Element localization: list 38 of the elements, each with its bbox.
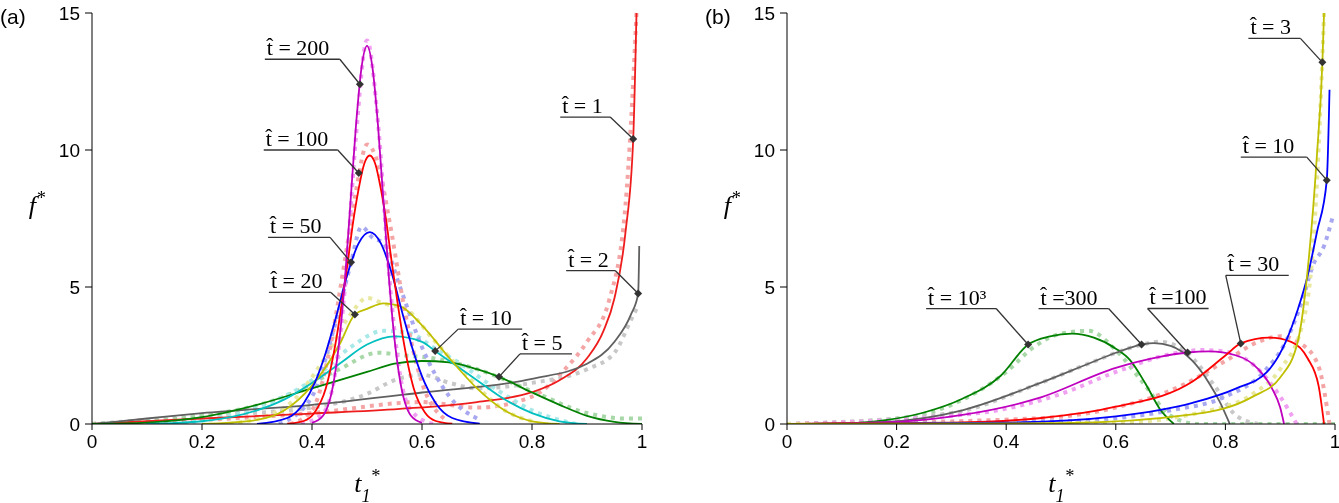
annotation: t̂ = 3 — [1249, 14, 1291, 40]
annotation: t̂ = 50 — [269, 213, 322, 239]
x-tick-label: 0.6 — [1102, 431, 1130, 452]
x-tick-label: 0.2 — [188, 431, 216, 452]
chart-title: (a) — [0, 5, 26, 28]
x-tick-label: 1 — [636, 431, 648, 452]
y-tick-label: 5 — [764, 277, 775, 298]
x-tick-label: 0.2 — [883, 431, 910, 452]
y-tick-label: 5 — [69, 277, 80, 298]
annotation: t̂ = 20 — [269, 268, 323, 294]
x-tick-label: 0 — [86, 431, 98, 452]
y-axis-title: f$^{*}$ — [28, 187, 47, 220]
annotation: t̂ = 10 — [459, 305, 512, 331]
annotation: t̂ = 1 — [561, 93, 603, 119]
annotation: t̂ =300 — [1039, 284, 1098, 310]
x-tick-label: 0.8 — [1212, 431, 1239, 452]
annotation: t̂ = 10³ — [927, 284, 987, 310]
y-tick-label: 10 — [58, 140, 80, 161]
annotation: t̂ = 5 — [520, 329, 563, 355]
x-tick-label: 1 — [1329, 431, 1339, 452]
chart-title: (b) — [705, 5, 731, 28]
annotation: t̂ = 10 — [1241, 133, 1295, 159]
annotation: t̂ = 200 — [265, 35, 330, 61]
y-tick-label: 0 — [764, 414, 775, 435]
annotation: t̂ = 2 — [567, 246, 609, 272]
y-tick-label: 15 — [753, 3, 775, 24]
y-tick-label: 10 — [753, 140, 775, 161]
x-tick-label: 0.4 — [298, 431, 326, 452]
annotation: t̂ = 30 — [1226, 251, 1280, 277]
annotation: t̂ =100 — [1148, 284, 1207, 310]
y-tick-label: 15 — [58, 3, 80, 24]
x-tick-label: 0.4 — [992, 431, 1020, 452]
y-tick-label: 0 — [69, 414, 80, 435]
x-tick-label: 0.6 — [408, 431, 436, 452]
x-tick-label: 0.8 — [518, 431, 546, 452]
annotation: t̂ = 100 — [264, 126, 329, 152]
y-axis-title: f$^{*}$ — [723, 187, 742, 220]
x-tick-label: 0 — [781, 431, 793, 452]
